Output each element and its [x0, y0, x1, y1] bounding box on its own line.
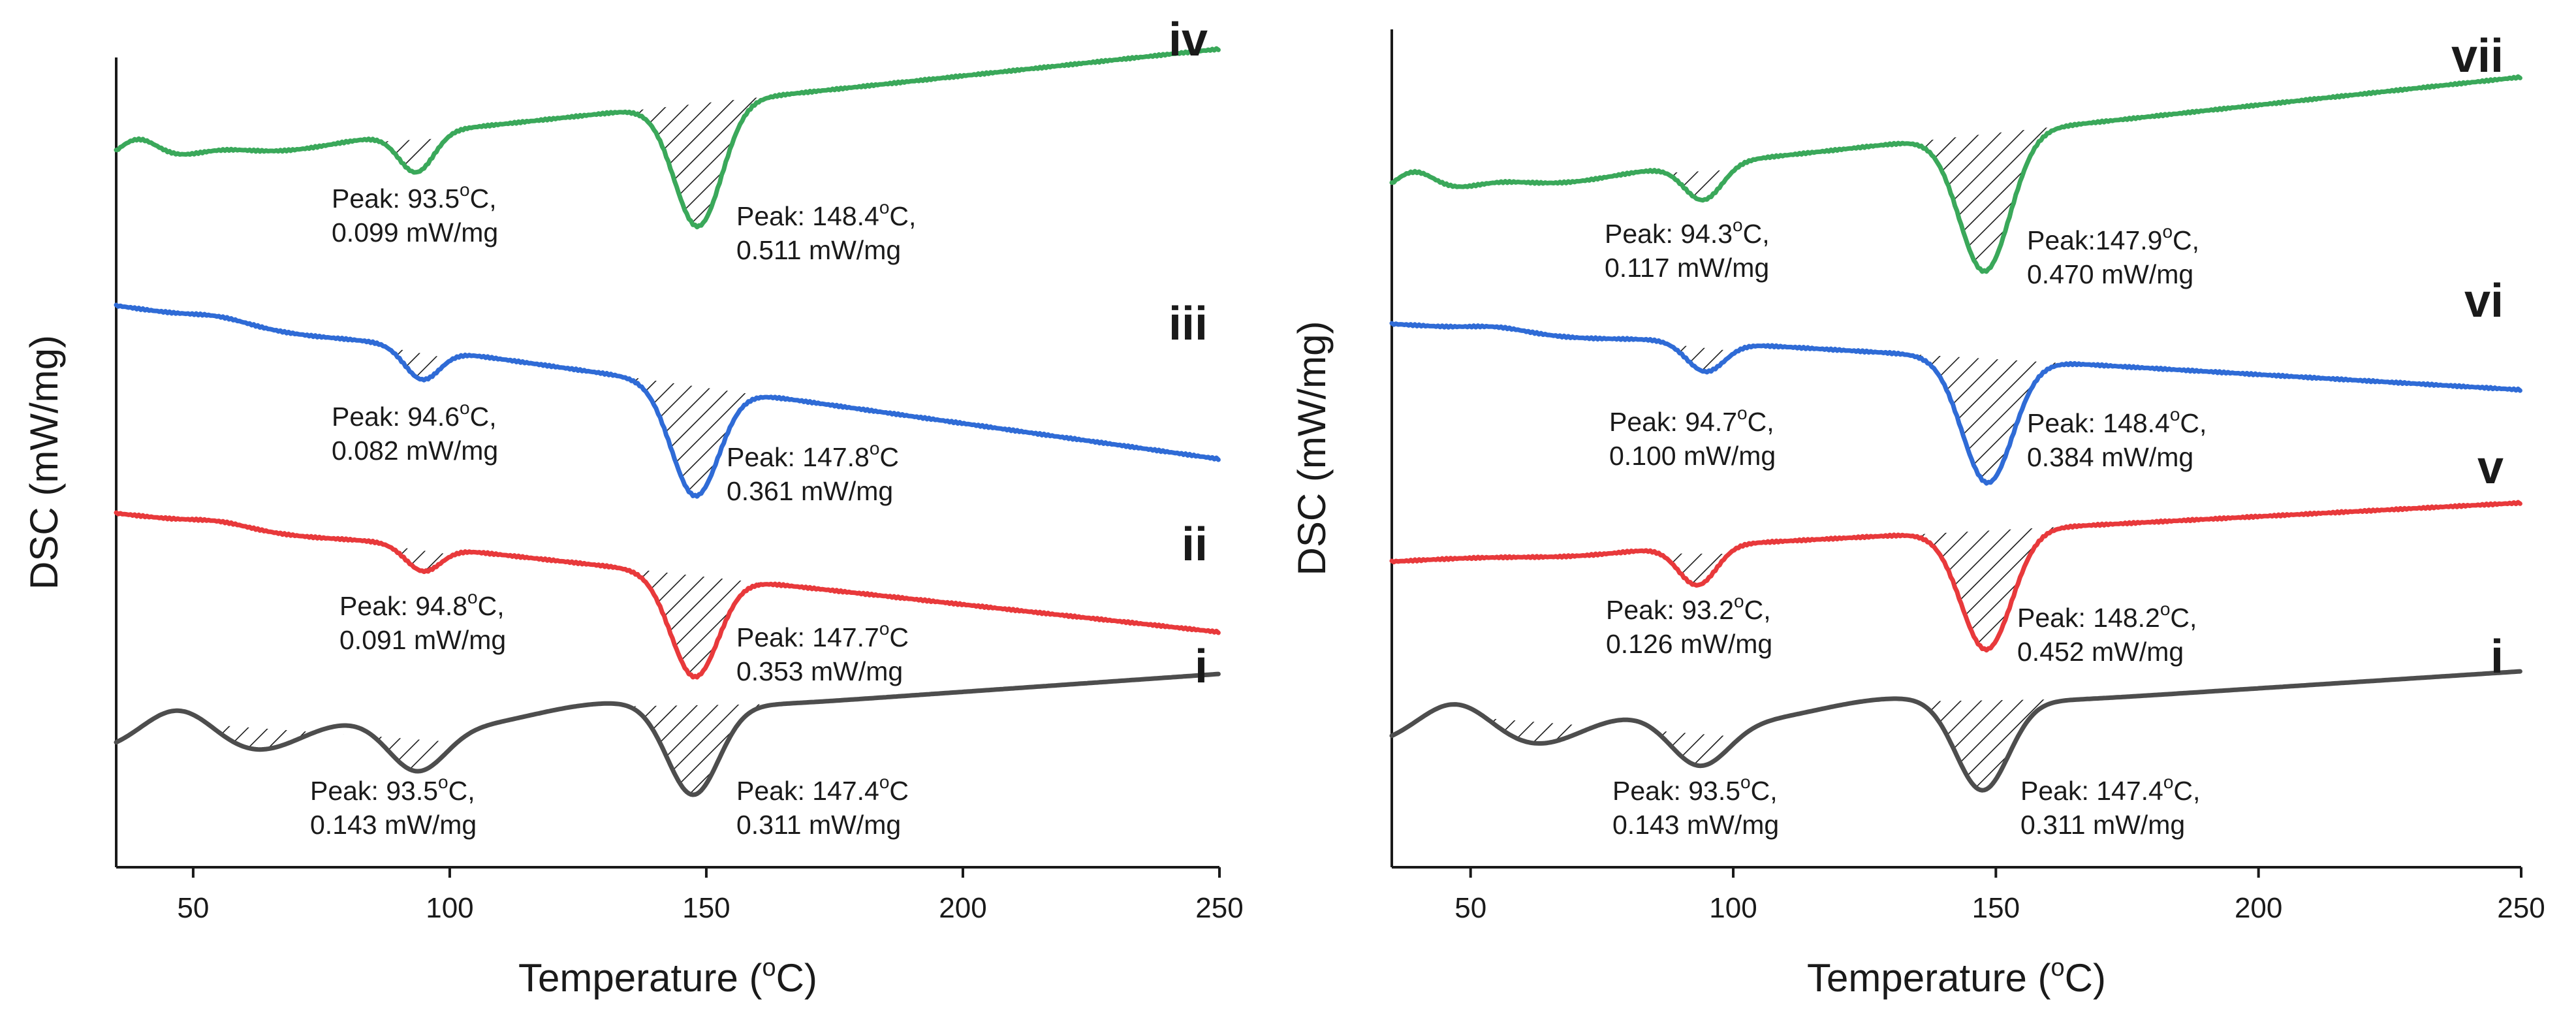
x-tick-label: 200: [939, 892, 986, 924]
peak-annotation-value: 0.361 mW/mg: [727, 476, 893, 506]
peak-annotation-value: 0.100 mW/mg: [1609, 441, 1776, 471]
peak-2-hatch: [570, 95, 783, 227]
peak-annotation-temp: Peak: 93.2oC,: [1606, 591, 1771, 625]
curve-label-iii: iii: [1169, 298, 1208, 350]
curve-label-iv: iv: [1169, 14, 1208, 66]
peak-annotation-value: 0.470 mW/mg: [2027, 259, 2193, 289]
peak-2-hatch: [576, 369, 783, 496]
x-axis-title: Temperature (oC): [1807, 954, 2106, 1000]
curve-label-i: i: [2490, 631, 2504, 683]
dsc-curve-iii: [114, 302, 1221, 499]
peak-annotation-value: 0.311 mW/mg: [736, 810, 901, 840]
peak-2-hatch: [1855, 525, 2091, 650]
peak-annotation-value: 0.126 mW/mg: [1606, 629, 1772, 659]
curve-label-i: i: [1195, 641, 1208, 693]
peak-1-hatch: [334, 138, 447, 172]
x-axis-title: Temperature (oC): [518, 954, 817, 1000]
peak-1-hatch: [339, 338, 453, 380]
x-tick-label: 250: [2497, 892, 2545, 924]
panel-right: 50 100 150 200 250 Temperature (oC) DSC (mW/mg…: [1290, 29, 2545, 1000]
dsc-curve-v: [1389, 500, 2522, 653]
peak-annotation-temp: Peak: 148.4oC,: [736, 197, 916, 231]
peak-annotation-value: 0.117 mW/mg: [1605, 253, 1769, 283]
x-tick-label: 100: [1709, 892, 1757, 924]
dsc-curve-ii: [114, 510, 1221, 680]
peak-1-hatch: [341, 539, 454, 571]
peak-annotation-value: 0.384 mW/mg: [2027, 442, 2193, 472]
peak-annotation-temp: Peak: 148.4oC,: [2027, 404, 2207, 438]
peak-2-hatch: [576, 563, 783, 677]
peak-annotation-temp: Peak: 147.7oC: [736, 618, 909, 652]
curve-label-vii: vii: [2451, 30, 2504, 82]
peak-2-hatch: [1861, 123, 2091, 272]
dsc-curve-iv: [114, 46, 1221, 230]
peak-annotation-value: 0.143 mW/mg: [1612, 810, 1779, 840]
peak-annotation-value: 0.082 mW/mg: [332, 436, 498, 466]
peak-annotation-temp: Peak: 93.5oC,: [332, 180, 497, 214]
x-tick-label: 200: [2235, 892, 2282, 924]
peak-annotation-temp: Peak:147.9oC,: [2027, 221, 2199, 255]
peak-1-hatch: [1613, 552, 1729, 586]
peak-1-hatch: [1619, 169, 1735, 200]
peak-annotation-value: 0.099 mW/mg: [332, 217, 498, 248]
y-axis-title: DSC (mW/mg): [22, 335, 66, 590]
peak-annotation-temp: Peak: 148.2oC,: [2017, 599, 2197, 633]
peak-annotation-temp: Peak: 93.5oC,: [310, 772, 475, 806]
x-tick-label: 50: [177, 892, 209, 924]
x-tick-label: 150: [682, 892, 730, 924]
peak-1-hatch: [1486, 718, 1742, 766]
peak-annotation-temp: Peak: 147.4oC,: [2020, 772, 2200, 806]
peak-annotation-temp: Peak: 94.7oC,: [1609, 403, 1774, 437]
curve-label-v: v: [2477, 441, 2504, 494]
peak-annotation-temp: Peak: 94.3oC,: [1605, 215, 1770, 249]
dsc-curve-vi: [1389, 321, 2522, 486]
dsc-curve-vii: [1389, 74, 2522, 274]
y-axis-title: DSC (mW/mg): [1290, 321, 1334, 576]
peak-annotation-value: 0.311 mW/mg: [2020, 810, 2185, 840]
peak-annotation-value: 0.452 mW/mg: [2017, 637, 2184, 667]
peak-annotation-value: 0.091 mW/mg: [339, 625, 506, 655]
peak-1-hatch: [1621, 339, 1737, 372]
dsc-curve-i: [1389, 669, 2522, 793]
peak-2-hatch: [570, 703, 783, 795]
peak-2-hatch: [1857, 699, 2091, 791]
peak-annotation-temp: Peak: 147.4oC: [736, 772, 909, 806]
peak-annotation-temp: Peak: 147.8oC: [727, 438, 899, 472]
peak-1-hatch: [208, 724, 458, 771]
x-tick-label: 100: [426, 892, 473, 924]
x-tick-label: 250: [1195, 892, 1243, 924]
x-tick-label: 50: [1454, 892, 1486, 924]
curve-label-vi: vi: [2464, 275, 2504, 327]
peak-annotation-value: 0.353 mW/mg: [736, 656, 903, 686]
curve-label-ii: ii: [1182, 519, 1208, 571]
peak-annotation-value: 0.511 mW/mg: [736, 235, 901, 265]
panel-left: 50 100 150 200 250 Temperature (oC) DSC (mW/mg…: [22, 14, 1244, 1000]
peak-annotation-temp: Peak: 94.8oC,: [339, 587, 505, 621]
x-tick-label: 150: [1972, 892, 2020, 924]
dsc-curve-i: [114, 671, 1221, 797]
peak-annotation-value: 0.143 mW/mg: [310, 810, 477, 840]
peak-annotation-temp: Peak: 93.5oC,: [1612, 772, 1778, 806]
peak-annotation-temp: Peak: 94.6oC,: [332, 398, 497, 432]
